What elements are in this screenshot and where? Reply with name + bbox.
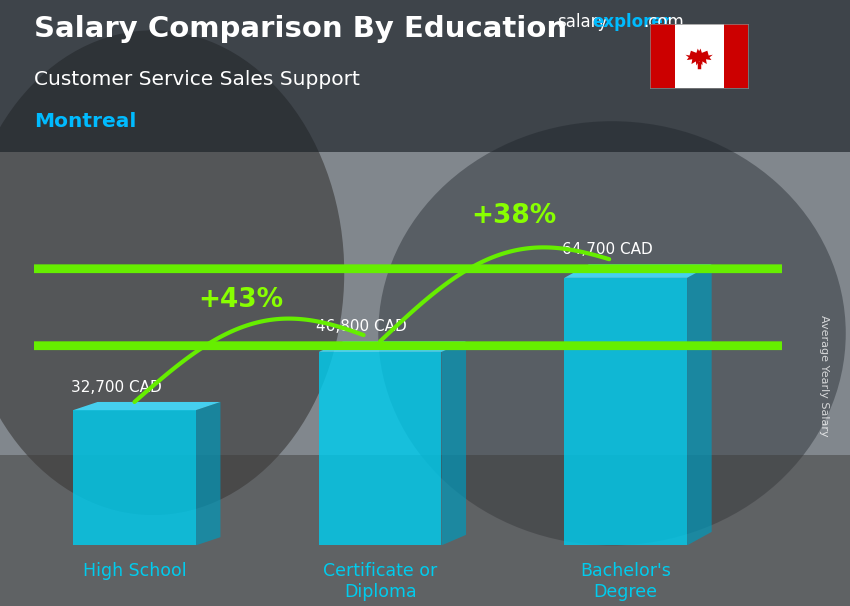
Text: 64,700 CAD: 64,700 CAD — [562, 242, 653, 258]
Bar — [650, 24, 675, 88]
Polygon shape — [685, 48, 713, 65]
Bar — [319, 352, 441, 545]
Bar — [0, 0, 850, 152]
Bar — [675, 24, 723, 88]
Text: Average Yearly Salary: Average Yearly Salary — [819, 315, 829, 436]
Polygon shape — [196, 402, 220, 545]
Text: salary: salary — [557, 13, 607, 32]
Text: .com: .com — [643, 13, 684, 32]
Text: explorer: explorer — [592, 13, 672, 32]
Polygon shape — [0, 264, 850, 273]
Text: 46,800 CAD: 46,800 CAD — [316, 319, 407, 335]
Polygon shape — [0, 341, 850, 350]
Polygon shape — [441, 341, 466, 545]
Ellipse shape — [0, 30, 344, 515]
Polygon shape — [687, 264, 711, 545]
Bar — [0, 454, 850, 606]
Polygon shape — [564, 264, 711, 278]
Polygon shape — [319, 341, 466, 352]
Text: Salary Comparison By Education: Salary Comparison By Education — [34, 15, 567, 43]
Text: +38%: +38% — [472, 203, 557, 229]
Polygon shape — [73, 402, 220, 410]
Text: 32,700 CAD: 32,700 CAD — [71, 380, 162, 395]
Text: Customer Service Sales Support: Customer Service Sales Support — [34, 70, 360, 88]
Ellipse shape — [378, 121, 846, 545]
Bar — [564, 278, 687, 545]
Text: +43%: +43% — [198, 287, 283, 313]
Bar — [723, 24, 748, 88]
Text: Montreal: Montreal — [34, 112, 136, 131]
Bar — [73, 410, 196, 545]
